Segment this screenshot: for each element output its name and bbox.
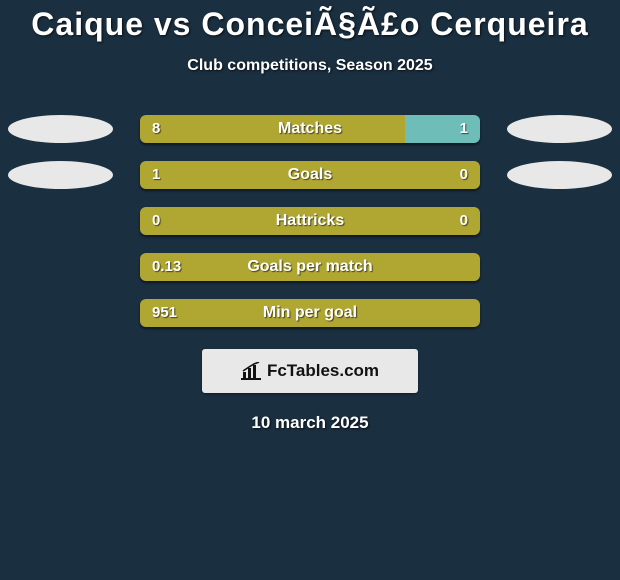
player-marker-right xyxy=(507,161,612,189)
page-subtitle: Club competitions, Season 2025 xyxy=(0,57,620,75)
source-label: FcTables.com xyxy=(267,361,379,381)
stat-row: 951Min per goal xyxy=(0,299,620,327)
player-marker-left xyxy=(8,161,113,189)
stat-row: 10Goals xyxy=(0,161,620,189)
player-marker-right xyxy=(507,115,612,143)
stat-category: Matches xyxy=(140,115,480,143)
stat-category: Goals per match xyxy=(140,253,480,281)
chart-icon xyxy=(241,362,261,380)
stat-row: 00Hattricks xyxy=(0,207,620,235)
player-marker-left xyxy=(8,115,113,143)
page-title: Caique vs ConceiÃ§Ã£o Cerqueira xyxy=(0,0,620,43)
stat-row: 0.13Goals per match xyxy=(0,253,620,281)
stat-category: Min per goal xyxy=(140,299,480,327)
stat-category: Hattricks xyxy=(140,207,480,235)
stat-row: 81Matches xyxy=(0,115,620,143)
source-badge: FcTables.com xyxy=(202,349,418,393)
comparison-infographic: Caique vs ConceiÃ§Ã£o Cerqueira Club com… xyxy=(0,0,620,580)
stat-category: Goals xyxy=(140,161,480,189)
date-label: 10 march 2025 xyxy=(0,413,620,433)
stats-rows: 81Matches 10Goals 00Hattricks 0.13Goals per… xyxy=(0,115,620,327)
